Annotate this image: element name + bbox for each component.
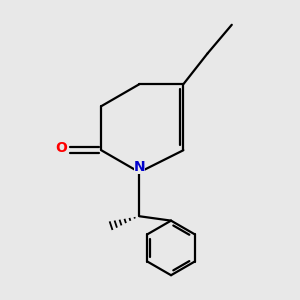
Text: N: N [134, 160, 145, 174]
Text: O: O [56, 141, 68, 155]
